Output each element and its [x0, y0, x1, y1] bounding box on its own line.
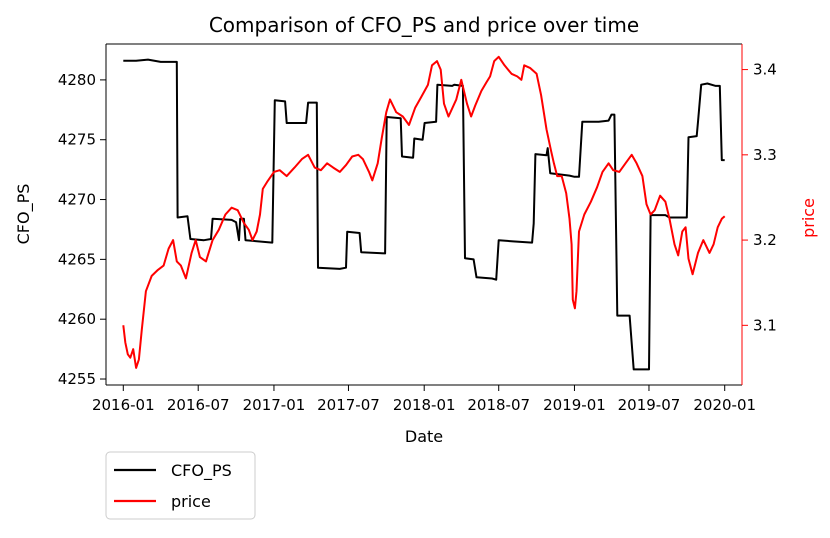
left-y-tick-label: 4280: [58, 71, 96, 89]
left-y-tick-label: 4270: [58, 191, 96, 209]
x-tick-label: 2018-01: [393, 396, 456, 414]
chart-title: Comparison of CFO_PS and price over time: [209, 13, 639, 37]
legend: CFO_PS price: [105, 451, 256, 520]
x-tick-label: 2019-07: [618, 396, 681, 414]
left-y-tick-label: 4260: [58, 310, 96, 328]
x-tick-label: 2016-01: [92, 396, 155, 414]
x-tick-label: 2019-01: [543, 396, 606, 414]
left-y-axis-ticks: 4255 4260 4265 4270 4275 4280: [58, 71, 106, 388]
x-tick-label: 2016-07: [167, 396, 230, 414]
x-tick-label: 2017-07: [317, 396, 380, 414]
left-y-tick-label: 4275: [58, 131, 96, 149]
right-y-tick-label: 3.3: [753, 146, 777, 164]
series-line-cfo-ps: [123, 58, 725, 371]
x-axis-label: Date: [405, 427, 443, 446]
legend-box: [105, 451, 256, 520]
series-line-price: [122, 55, 726, 369]
x-tick-label: 2018-07: [467, 396, 530, 414]
x-axis-ticks: 2016-01 2016-07 2017-01 2017-07 2018-01 2018-…: [92, 385, 756, 414]
x-tick-label: 2020-01: [693, 396, 756, 414]
x-tick-label: 2017-01: [243, 396, 306, 414]
left-y-axis-label: CFO_PS: [14, 184, 34, 245]
right-y-axis-ticks: 3.1 3.2 3.3 3.4: [742, 61, 777, 334]
right-y-tick-label: 3.2: [753, 231, 777, 249]
left-y-tick-label: 4265: [58, 250, 96, 268]
right-y-axis-label: price: [799, 198, 818, 238]
series-layer: [122, 55, 726, 371]
legend-label-cfo-ps: CFO_PS: [171, 461, 232, 481]
right-y-tick-label: 3.4: [753, 61, 777, 79]
left-y-tick-label: 4255: [58, 370, 96, 388]
legend-label-price: price: [171, 492, 211, 511]
right-y-tick-label: 3.1: [753, 316, 777, 334]
